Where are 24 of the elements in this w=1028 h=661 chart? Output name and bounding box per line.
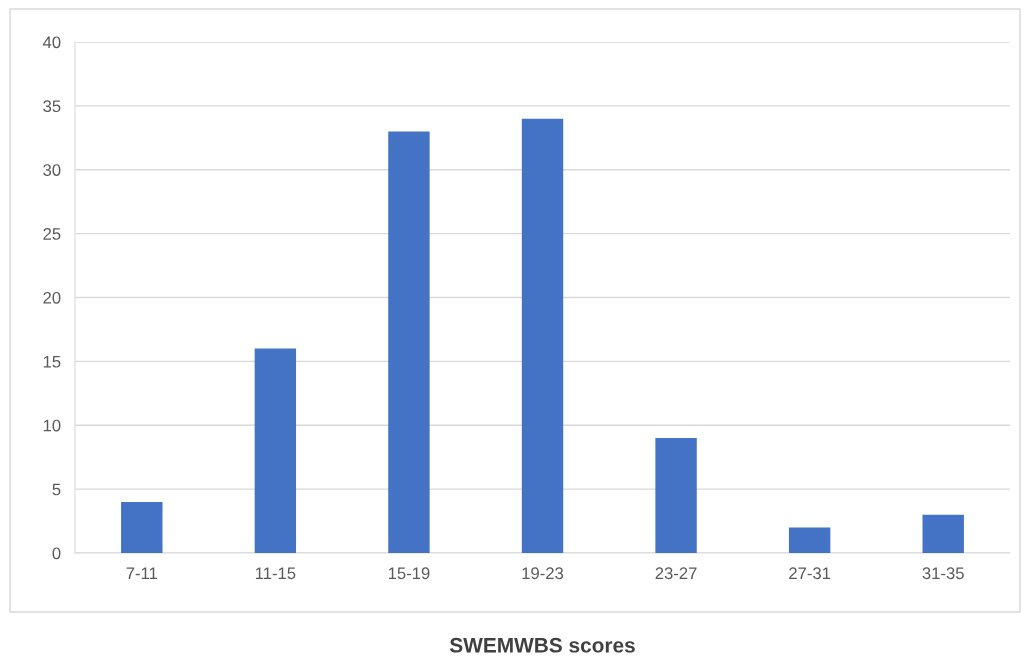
bar [922, 514, 964, 553]
x-tick-label: 27-31 [789, 567, 831, 580]
bar [655, 438, 697, 553]
x-tick-label: 11-15 [255, 567, 296, 580]
x-tick-label: 15-19 [388, 567, 430, 580]
x-tick-label: 19-23 [522, 567, 564, 580]
x-tick-label: 7-11 [126, 567, 158, 579]
bar [254, 348, 297, 553]
y-tick-label: 35 [43, 100, 61, 113]
y-tick-label: 5 [52, 483, 61, 496]
y-tick-label: 15 [43, 355, 61, 368]
y-tick-label: 0 [52, 547, 61, 560]
bar [788, 527, 831, 553]
x-axis-title: SWEMWBS scores [449, 637, 635, 653]
bar [121, 501, 163, 553]
bar [521, 118, 564, 553]
x-tick-label: 23-27 [655, 567, 697, 580]
bar [388, 131, 430, 553]
x-tick-label: 31-35 [922, 567, 964, 580]
y-tick-label: 25 [43, 228, 61, 240]
y-tick-label: 40 [42, 36, 61, 49]
y-tick-label: 10 [43, 419, 61, 432]
y-tick-label: 20 [43, 291, 61, 304]
y-tick-label: 30 [43, 164, 61, 176]
